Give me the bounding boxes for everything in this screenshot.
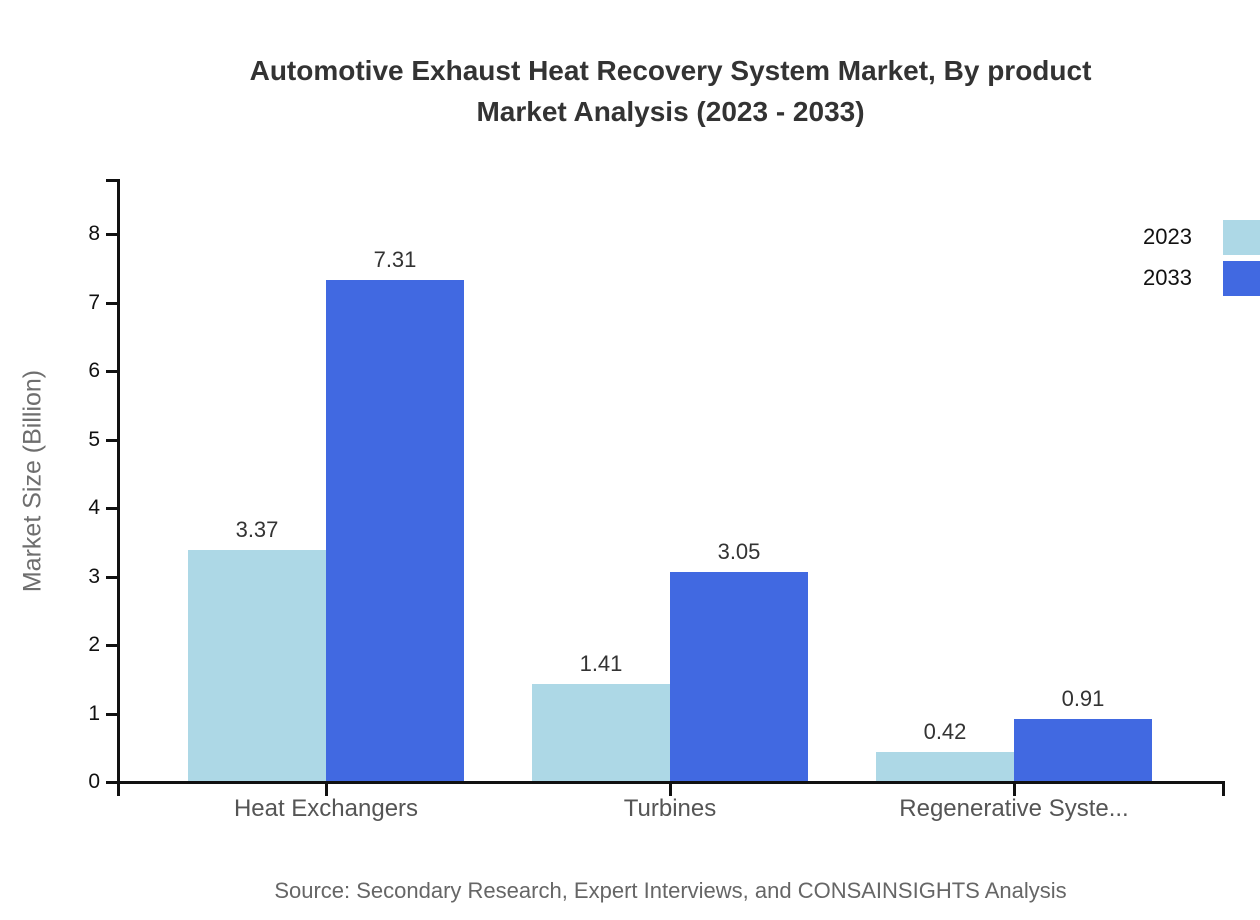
source-note: Source: Secondary Research, Expert Inter… [274,878,1067,903]
bar-value-label: 3.05 [717,539,761,564]
chart-title-line2: Market Analysis (2023 - 2033) [476,96,865,127]
bar-value-label: 0.42 [923,719,967,744]
category-label: Heat Exchangers [233,795,419,822]
x-axis-tick [1013,781,1016,796]
category-label: Regenerative Syste... [899,795,1129,822]
y-tick-label: 6 [88,359,100,382]
bar-2023-1 [532,684,670,781]
chart-title: Automotive Exhaust Heat Recovery System … [80,50,1260,132]
x-axis-tick [669,781,672,796]
y-axis-tick [106,712,117,716]
y-axis-tick [106,644,117,647]
y-tick-label: 5 [88,427,100,451]
bar-2033-1 [670,572,808,781]
y-tick-label: 1 [88,701,100,725]
legend-swatch-2023 [1223,220,1260,255]
x-axis-end-tick [1222,781,1225,796]
y-tick-label: 2 [88,633,100,656]
bar-value-label: 7.31 [373,247,417,272]
bar-2023-0 [188,550,326,781]
y-axis-tick [106,301,117,305]
y-axis-end-tick [106,179,117,182]
y-tick-label: 4 [88,496,100,519]
x-axis-end-tick [117,781,120,796]
bar-value-label: 1.41 [579,651,623,676]
y-tick-label: 0 [88,770,100,793]
bar-2033-2 [1014,719,1152,781]
y-axis-title: Market Size (Billion) [18,369,47,593]
bar-2033-0 [326,280,464,781]
x-axis-tick [325,781,328,796]
legend-label-2033: 2033 [1143,265,1192,290]
y-axis-tick [106,233,117,236]
y-tick-label: 8 [88,222,100,245]
y-tick-label: 7 [88,290,100,314]
y-axis-tick [106,438,117,442]
legend-label-2023: 2023 [1143,224,1192,249]
y-axis-tick [106,507,117,510]
y-axis-tick [106,370,117,373]
y-axis-line [117,179,120,784]
bar-2023-2 [876,752,1014,781]
y-axis-tick [106,575,117,579]
bar-value-label: 3.37 [235,517,279,542]
bar-value-label: 0.91 [1061,686,1105,711]
chart-title-line1: Automotive Exhaust Heat Recovery System … [249,55,1092,86]
legend-swatch-2033 [1223,261,1260,296]
y-tick-label: 3 [88,564,100,588]
y-axis-tick [106,781,117,784]
category-label: Turbines [623,795,717,822]
